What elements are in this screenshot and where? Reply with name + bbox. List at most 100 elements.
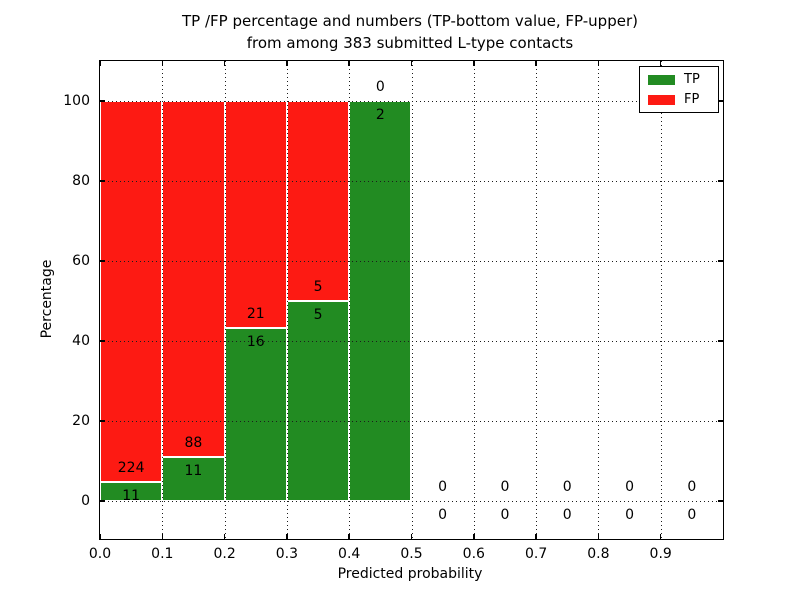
- y-tick-label-0: 0: [81, 493, 90, 509]
- tp-bar-segment-4: [349, 101, 412, 501]
- fp-count-label-2: 21: [246, 306, 265, 323]
- x-tick-label-0.0: 0.0: [88, 546, 112, 562]
- gridline-x-0.5: [411, 61, 413, 539]
- y-tick-left: [100, 180, 105, 182]
- gridline-x-0.2: [224, 61, 226, 539]
- x-tick-bottom: [223, 534, 226, 539]
- fp-bar-segment-1: [162, 101, 225, 457]
- y-axis-label: Percentage: [39, 259, 55, 339]
- tp-count-label-4: 2: [375, 107, 385, 123]
- tp-count-label-5: 0: [438, 507, 448, 523]
- y-tick-label-60: 60: [72, 253, 90, 269]
- gridline-x-0.1: [162, 61, 164, 539]
- gridline-x-0.8: [598, 61, 600, 539]
- legend-label-tp: TP: [684, 72, 700, 87]
- x-tick-bottom: [348, 534, 350, 539]
- tp-count-label-7: 0: [562, 507, 572, 523]
- x-tick-top: [597, 61, 600, 66]
- x-tick-bottom: [473, 534, 475, 539]
- x-tick-label-0.1: 0.1: [151, 546, 174, 562]
- fp-count-label-1: 88: [184, 434, 203, 451]
- x-tick-top: [99, 61, 101, 66]
- y-tick-label-40: 40: [72, 333, 90, 349]
- gridline-x-0.6: [473, 61, 475, 539]
- gridline-x-0.4: [349, 61, 351, 539]
- y-tick-right: [718, 500, 723, 502]
- fp-count-label-8: 0: [625, 479, 635, 495]
- fp-count-label-6: 0: [500, 479, 510, 495]
- y-tick-right: [718, 420, 723, 422]
- y-tick-label-80: 80: [72, 173, 90, 189]
- x-tick-top: [535, 61, 537, 66]
- x-tick-bottom: [659, 534, 662, 539]
- x-tick-bottom: [597, 534, 600, 539]
- fp-count-label-4: 0: [375, 79, 385, 95]
- fp-count-label-7: 0: [562, 479, 572, 495]
- x-tick-bottom: [286, 534, 288, 539]
- x-tick-label-0.7: 0.7: [524, 546, 548, 562]
- tp-count-label-9: 0: [687, 507, 697, 523]
- x-tick-label-0.9: 0.9: [649, 546, 672, 562]
- fp-count-label-3: 5: [313, 279, 323, 295]
- gridline-x-0.3: [286, 61, 288, 539]
- y-tick-left: [100, 100, 105, 102]
- x-tick-top: [473, 61, 475, 66]
- x-tick-label-0.8: 0.8: [587, 546, 610, 562]
- x-tick-bottom: [410, 534, 413, 539]
- gridline-x-0.7: [536, 61, 538, 539]
- x-tick-bottom: [535, 534, 537, 539]
- y-tick-right: [718, 340, 723, 342]
- chart-title-line1: TP /FP percentage and numbers (TP-bottom…: [182, 12, 638, 30]
- legend-label-fp: FP: [684, 92, 700, 107]
- y-tick-left: [100, 340, 105, 342]
- y-tick-label-20: 20: [72, 413, 90, 429]
- y-tick-right: [718, 100, 723, 102]
- x-tick-label-0.2: 0.2: [213, 546, 236, 562]
- tp-count-label-6: 0: [500, 507, 510, 523]
- y-tick-label-100: 100: [63, 93, 90, 109]
- tp-count-label-8: 0: [625, 507, 635, 523]
- x-tick-top: [223, 61, 226, 66]
- x-axis-label: Predicted probability: [337, 566, 483, 582]
- legend-item-fp: FP: [648, 93, 710, 106]
- y-tick-right: [718, 260, 723, 262]
- fp-bar-segment-3: [286, 101, 350, 301]
- legend-swatch-tp: [648, 74, 675, 85]
- chart-title-line2: from among 383 submitted L-type contacts: [246, 34, 574, 52]
- fp-bar-segment-0: [100, 101, 163, 483]
- gridline-y-20: [100, 421, 723, 422]
- gridline-y-60: [100, 261, 723, 262]
- gridline-y-80: [100, 181, 723, 182]
- tp-bar-segment-0: [100, 482, 163, 501]
- tp-bar-segment-3: [286, 301, 350, 501]
- x-tick-top: [410, 61, 413, 66]
- x-tick-label-0.6: 0.6: [462, 546, 485, 562]
- tp-bar-segment-1: [162, 456, 225, 501]
- plot-area: 224 11 88 11 21 16 5 5 0 2 0 0 0 0 0 0 0 0 0 0 0.0 0.1 0.2 0.3 0…: [63, 60, 724, 562]
- fp-bar-segment-2: [224, 101, 287, 329]
- y-tick-left: [100, 260, 105, 262]
- tp-count-label-3: 5: [313, 307, 323, 323]
- tp-count-label-0: 11: [122, 488, 141, 505]
- legend-item-tp: TP: [648, 73, 710, 86]
- x-tick-label-0.3: 0.3: [275, 546, 299, 562]
- legend-swatch-fp: [648, 94, 675, 105]
- chart-title: TP /FP percentage and numbers (TP-bottom…: [182, 10, 638, 54]
- gridline-y-40: [100, 341, 723, 342]
- tp-count-label-1: 11: [184, 462, 203, 479]
- y-tick-left: [100, 420, 105, 422]
- x-tick-top: [286, 61, 288, 66]
- x-tick-top: [161, 61, 164, 66]
- x-tick-top: [348, 61, 350, 66]
- y-tick-left: [100, 500, 105, 502]
- legend: TP FP: [639, 66, 719, 113]
- gridline-x-0.9: [660, 61, 662, 539]
- y-tick-right: [718, 180, 723, 182]
- gridline-y-0: [100, 501, 723, 502]
- fp-count-label-0: 224: [117, 460, 145, 477]
- fp-count-label-9: 0: [687, 479, 697, 495]
- x-tick-bottom: [99, 534, 101, 539]
- tp-count-label-2: 16: [246, 334, 265, 351]
- x-tick-label-0.5: 0.5: [400, 546, 423, 562]
